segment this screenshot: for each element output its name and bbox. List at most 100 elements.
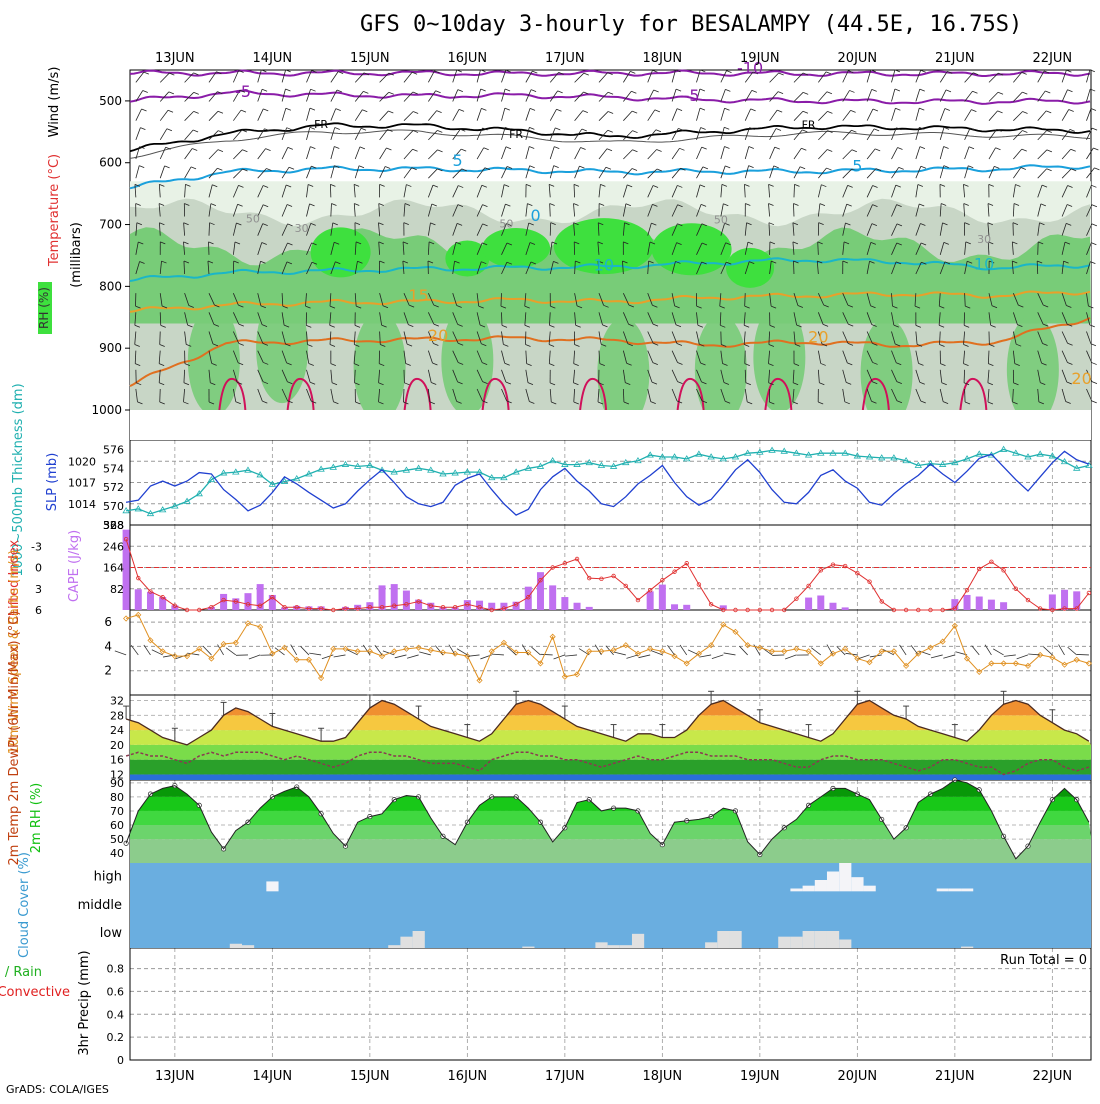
surface-wind-barb (309, 653, 321, 655)
wind-barb (233, 110, 241, 121)
wind-barb (136, 109, 142, 121)
wind-barb (1037, 261, 1038, 274)
cape-bar (817, 595, 824, 610)
wind-barb-flag (194, 92, 199, 94)
contour-label: 20 (428, 326, 448, 345)
wind-barb (648, 70, 653, 82)
wind-barb-flag (996, 148, 1001, 150)
top-date-label: 16JUN (448, 51, 488, 66)
wind-barb (721, 108, 725, 120)
contour-label: 50 (499, 218, 513, 231)
wind-barb-flag (530, 108, 535, 110)
rh-tick-label: 70 (110, 805, 124, 818)
wind-barb (745, 147, 749, 159)
temp-tick-label: 20 (110, 739, 124, 752)
wind-barb (867, 149, 875, 159)
wind-barb-flag (436, 91, 441, 93)
bottom-date-label: 15JUN (350, 1069, 390, 1084)
surface-wind-barb (699, 655, 711, 657)
wind-barb-flag (335, 127, 340, 129)
cloud-low-bar (400, 937, 412, 948)
wind-barb-flag (584, 73, 589, 75)
cape-tick-label: 82 (110, 583, 124, 596)
wind-barb-flag (437, 130, 442, 132)
contour-label: 0 (531, 206, 541, 225)
wind-barb (160, 129, 167, 140)
wind-barb (599, 167, 606, 178)
wind-barb (696, 147, 701, 159)
wind-barb-flag (1047, 131, 1052, 133)
rh-band (130, 811, 1091, 825)
wind-barb-flag (632, 111, 637, 113)
wind-tick-label: 2 (104, 664, 112, 678)
rh-bands (130, 780, 1091, 863)
cloud-level-label: low (100, 926, 123, 941)
wind-barb (599, 149, 607, 159)
y-tick-label: 700 (99, 218, 122, 232)
wind-barb-flag (310, 108, 315, 110)
contour-label: 20 (1071, 369, 1091, 388)
surface-wind-barb (985, 645, 991, 655)
wind-barb (501, 108, 504, 121)
lifted-index-tick-label: 6 (35, 604, 42, 617)
wind-barb (575, 111, 583, 121)
wind-barb-flag (779, 73, 784, 75)
wind-barb (940, 71, 947, 82)
surface-wind-barb (626, 655, 637, 658)
slp-axis-label: SLP (mb) (45, 453, 60, 512)
pressure-units-label: (millibars) (69, 222, 84, 288)
wind-barb-flag (630, 71, 635, 73)
surface-wind-barb (115, 651, 126, 655)
rh-point (124, 841, 128, 845)
wind-barb-flag (701, 128, 706, 130)
cloud-low-bar (729, 931, 741, 948)
temp-bands (130, 695, 1091, 780)
wind-barb (258, 168, 267, 178)
wind-barb-flag (726, 71, 731, 73)
cape-bar (1000, 602, 1007, 610)
cloud-low-bar (961, 947, 973, 948)
rh-plume (441, 306, 493, 416)
wind-barb (258, 89, 262, 101)
wind-barb (355, 128, 361, 140)
wind-barb-flag (777, 110, 782, 112)
wind-barb-flag (530, 166, 535, 168)
wind-barb (770, 147, 775, 159)
wind-barb-flag (311, 89, 316, 91)
bottom-date-label: 19JUN (740, 1069, 780, 1084)
surface-wind-barb (492, 654, 504, 655)
wind-barb (989, 92, 998, 101)
wind-barb-flag (899, 167, 904, 169)
wind-barb-flag (582, 129, 587, 131)
cape-tick-label: 246 (103, 540, 124, 553)
surface-wind-barb (322, 655, 333, 659)
wind-barb (1086, 108, 1091, 120)
wind-barb (209, 150, 218, 159)
wind-barb (526, 108, 530, 120)
wind-barb (965, 91, 973, 101)
bottom-date-label: 22JUN (1033, 1069, 1073, 1084)
wind-barb-flag (852, 150, 857, 152)
wind-barb (770, 92, 778, 102)
wind-barb (843, 130, 852, 140)
wind-barb-flag (194, 111, 199, 113)
surface-wind-barb (724, 653, 736, 655)
contour-label: 10 (974, 255, 994, 274)
cloud-low-bar (790, 937, 802, 948)
wind-barb (770, 73, 779, 82)
rh-band (130, 780, 1091, 797)
wind-barb (575, 73, 584, 82)
surface-wind-barb (531, 647, 540, 655)
wind-barb (258, 109, 264, 121)
wind-barb-flag (920, 89, 925, 91)
wind-barb (306, 147, 310, 159)
wind-barb (331, 146, 334, 159)
wind-barb (940, 109, 945, 121)
cape-bar (964, 595, 971, 610)
wind-barb-flag (505, 108, 510, 110)
wind-barb (1062, 70, 1066, 82)
wind-barb-flag (608, 111, 613, 113)
wind-barb-flag (724, 147, 729, 149)
wind-barb-flag (218, 111, 223, 113)
